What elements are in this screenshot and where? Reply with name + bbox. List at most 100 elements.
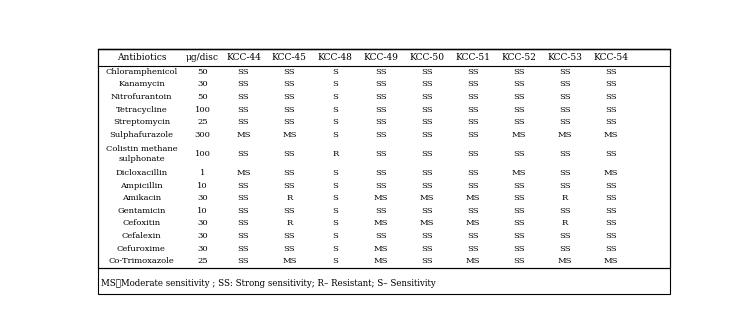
Text: SS: SS	[467, 182, 478, 190]
Text: SS: SS	[284, 169, 296, 177]
Text: MS: MS	[557, 258, 572, 266]
Text: S: S	[332, 194, 338, 202]
Text: SS: SS	[559, 68, 571, 76]
Text: SS: SS	[513, 232, 525, 240]
Text: KCC-49: KCC-49	[364, 53, 398, 62]
Text: SS: SS	[284, 68, 296, 76]
Text: S: S	[332, 258, 338, 266]
Text: SS: SS	[605, 219, 616, 227]
Text: 50: 50	[197, 93, 208, 101]
Text: MS：Moderate sensitivity ; SS: Strong sensitivity; R– Resistant; S– Sensitivity: MS：Moderate sensitivity ; SS: Strong sen…	[101, 279, 436, 288]
Text: MS: MS	[466, 219, 480, 227]
Text: SS: SS	[559, 182, 571, 190]
Text: 30: 30	[197, 245, 208, 253]
Text: S: S	[332, 106, 338, 114]
Text: SS: SS	[422, 118, 433, 126]
Text: KCC-52: KCC-52	[502, 53, 536, 62]
Text: SS: SS	[513, 80, 525, 89]
Text: SS: SS	[467, 207, 478, 215]
Text: SS: SS	[513, 245, 525, 253]
Text: MS: MS	[512, 169, 526, 177]
Text: SS: SS	[284, 207, 296, 215]
Text: Kanamycin: Kanamycin	[118, 80, 165, 89]
Text: SS: SS	[605, 80, 616, 89]
Text: SS: SS	[605, 194, 616, 202]
Text: MS: MS	[374, 219, 388, 227]
Text: SS: SS	[467, 68, 478, 76]
Text: SS: SS	[559, 245, 571, 253]
Text: SS: SS	[513, 194, 525, 202]
Text: KCC-54: KCC-54	[593, 53, 628, 62]
Text: SS: SS	[467, 80, 478, 89]
Text: R: R	[286, 219, 292, 227]
Text: SS: SS	[467, 93, 478, 101]
Text: SS: SS	[375, 106, 387, 114]
Text: S: S	[332, 245, 338, 253]
Text: SS: SS	[513, 219, 525, 227]
Text: R: R	[562, 194, 568, 202]
Text: SS: SS	[422, 169, 433, 177]
Text: SS: SS	[238, 232, 249, 240]
Text: Amikacin: Amikacin	[122, 194, 161, 202]
Text: MS: MS	[236, 169, 250, 177]
Text: SS: SS	[605, 182, 616, 190]
Text: MS: MS	[604, 258, 618, 266]
Text: SS: SS	[467, 245, 478, 253]
Text: SS: SS	[284, 150, 296, 158]
Text: S: S	[332, 68, 338, 76]
Text: SS: SS	[422, 245, 433, 253]
Text: SS: SS	[375, 169, 387, 177]
Text: SS: SS	[513, 106, 525, 114]
Text: SS: SS	[375, 150, 387, 158]
Text: Gentamicin: Gentamicin	[117, 207, 166, 215]
Text: SS: SS	[238, 245, 249, 253]
Text: SS: SS	[284, 182, 296, 190]
Text: SS: SS	[422, 131, 433, 139]
Text: SS: SS	[605, 232, 616, 240]
Text: SS: SS	[513, 258, 525, 266]
Text: SS: SS	[238, 207, 249, 215]
Text: Co-Trimoxazole: Co-Trimoxazole	[109, 258, 174, 266]
Text: μg/disc: μg/disc	[186, 53, 219, 62]
Text: SS: SS	[375, 118, 387, 126]
Text: KCC-53: KCC-53	[548, 53, 582, 62]
Text: 30: 30	[197, 232, 208, 240]
Text: MS: MS	[374, 245, 388, 253]
Text: SS: SS	[559, 106, 571, 114]
Text: S: S	[332, 219, 338, 227]
Text: S: S	[332, 93, 338, 101]
Text: MS: MS	[604, 131, 618, 139]
Text: Dicloxacillin: Dicloxacillin	[116, 169, 167, 177]
Text: SS: SS	[422, 80, 433, 89]
Text: SS: SS	[605, 207, 616, 215]
Text: SS: SS	[467, 169, 478, 177]
Text: Streptomycin: Streptomycin	[112, 118, 170, 126]
Text: R: R	[286, 194, 292, 202]
Text: SS: SS	[513, 182, 525, 190]
Text: S: S	[332, 207, 338, 215]
Text: SS: SS	[513, 150, 525, 158]
Text: Sulphafurazole: Sulphafurazole	[110, 131, 173, 139]
Text: 25: 25	[197, 258, 208, 266]
Text: SS: SS	[559, 169, 571, 177]
Text: SS: SS	[559, 232, 571, 240]
Text: SS: SS	[284, 232, 296, 240]
Text: MS: MS	[282, 131, 296, 139]
Text: 25: 25	[197, 118, 208, 126]
Text: 100: 100	[194, 150, 211, 158]
Text: SS: SS	[284, 93, 296, 101]
Text: 30: 30	[197, 194, 208, 202]
Text: Antibiotics: Antibiotics	[117, 53, 166, 62]
Text: KCC-44: KCC-44	[226, 53, 261, 62]
Text: KCC-45: KCC-45	[272, 53, 307, 62]
Text: SS: SS	[422, 182, 433, 190]
Text: R: R	[332, 150, 338, 158]
Text: Cefuroxime: Cefuroxime	[117, 245, 166, 253]
Text: KCC-51: KCC-51	[455, 53, 490, 62]
Text: R: R	[562, 219, 568, 227]
Text: MS: MS	[604, 169, 618, 177]
Text: Tetracycline: Tetracycline	[116, 106, 167, 114]
Text: SS: SS	[422, 150, 433, 158]
Text: MS: MS	[466, 258, 480, 266]
Text: SS: SS	[375, 93, 387, 101]
